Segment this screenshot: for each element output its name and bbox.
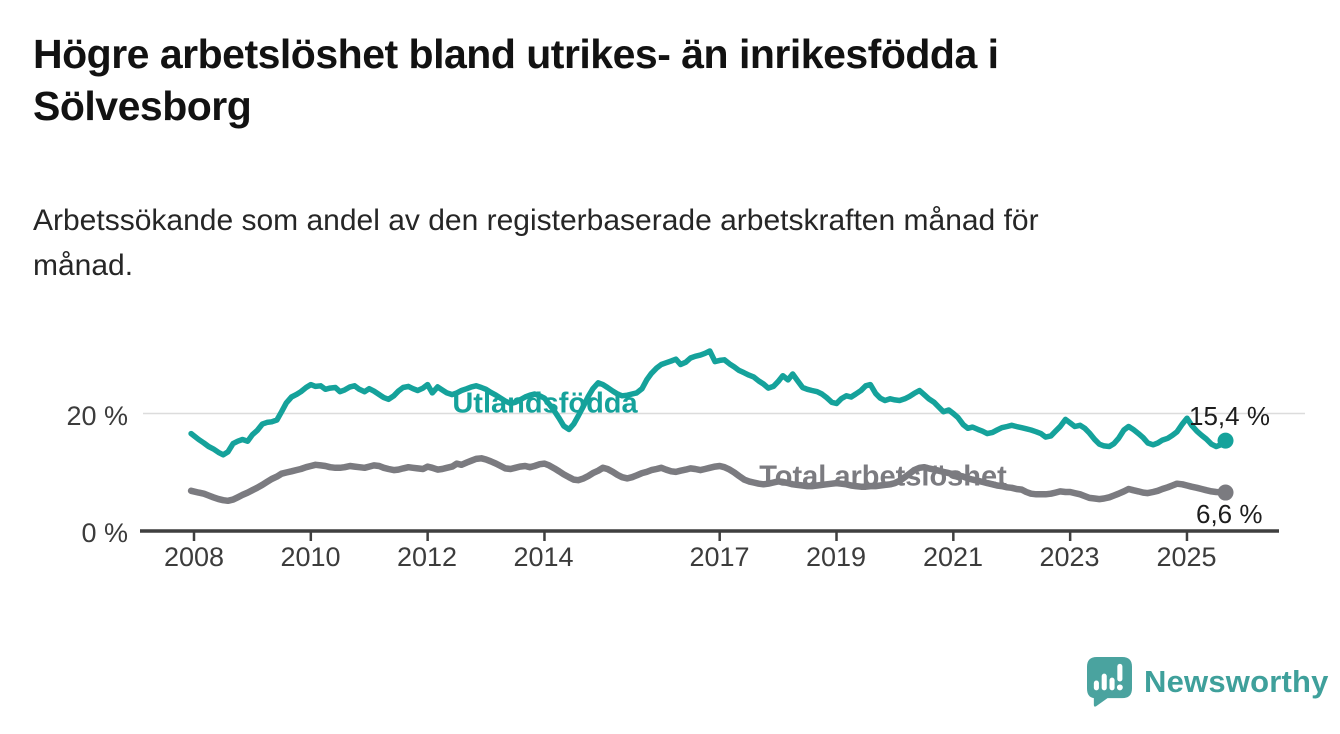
page-title-line2: Sölvesborg xyxy=(33,83,252,129)
x-axis-label-2019: 2019 xyxy=(805,542,867,572)
page-subtitle-line2: månad. xyxy=(33,249,134,282)
page-subtitle-line1: Arbetssökande som andel av den registerb… xyxy=(33,204,1039,237)
x-axis-label-2014: 2014 xyxy=(513,542,574,572)
x-axis-label-2017: 2017 xyxy=(689,542,750,572)
end-value-label-utlandsfodda: 15,4 % xyxy=(1189,401,1270,431)
x-axis-label-2025: 2025 xyxy=(1156,542,1217,572)
newsworthy-wordmark: Newsworthy xyxy=(1144,664,1329,699)
end-value-label-total: 6,6 % xyxy=(1196,499,1263,529)
x-axis-label-2008: 2008 xyxy=(163,542,225,572)
y-axis-label-0: 0 % xyxy=(81,518,128,548)
series-label-utlandsfodda: Utlandsfödda xyxy=(452,387,638,420)
page-subtitle: Arbetssökande som andel av den registerb… xyxy=(33,198,1293,288)
series-label-total-arbetsloshet: Total arbetslöshet xyxy=(759,460,1007,493)
x-axis-label-2023: 2023 xyxy=(1039,542,1100,572)
y-axis-label-20: 20 % xyxy=(66,401,128,431)
x-axis-label-2021: 2021 xyxy=(922,542,984,572)
page-title: Högre arbetslöshet bland utrikes- än inr… xyxy=(33,28,1293,132)
bar-chart-speech-bubble-icon xyxy=(1087,657,1132,707)
x-axis-label-2010: 2010 xyxy=(280,542,341,572)
page-title-line1: Högre arbetslöshet bland utrikes- än inr… xyxy=(33,31,999,77)
x-axis-label-2012: 2012 xyxy=(396,542,458,572)
newsworthy-branding: Newsworthy xyxy=(1087,657,1329,707)
